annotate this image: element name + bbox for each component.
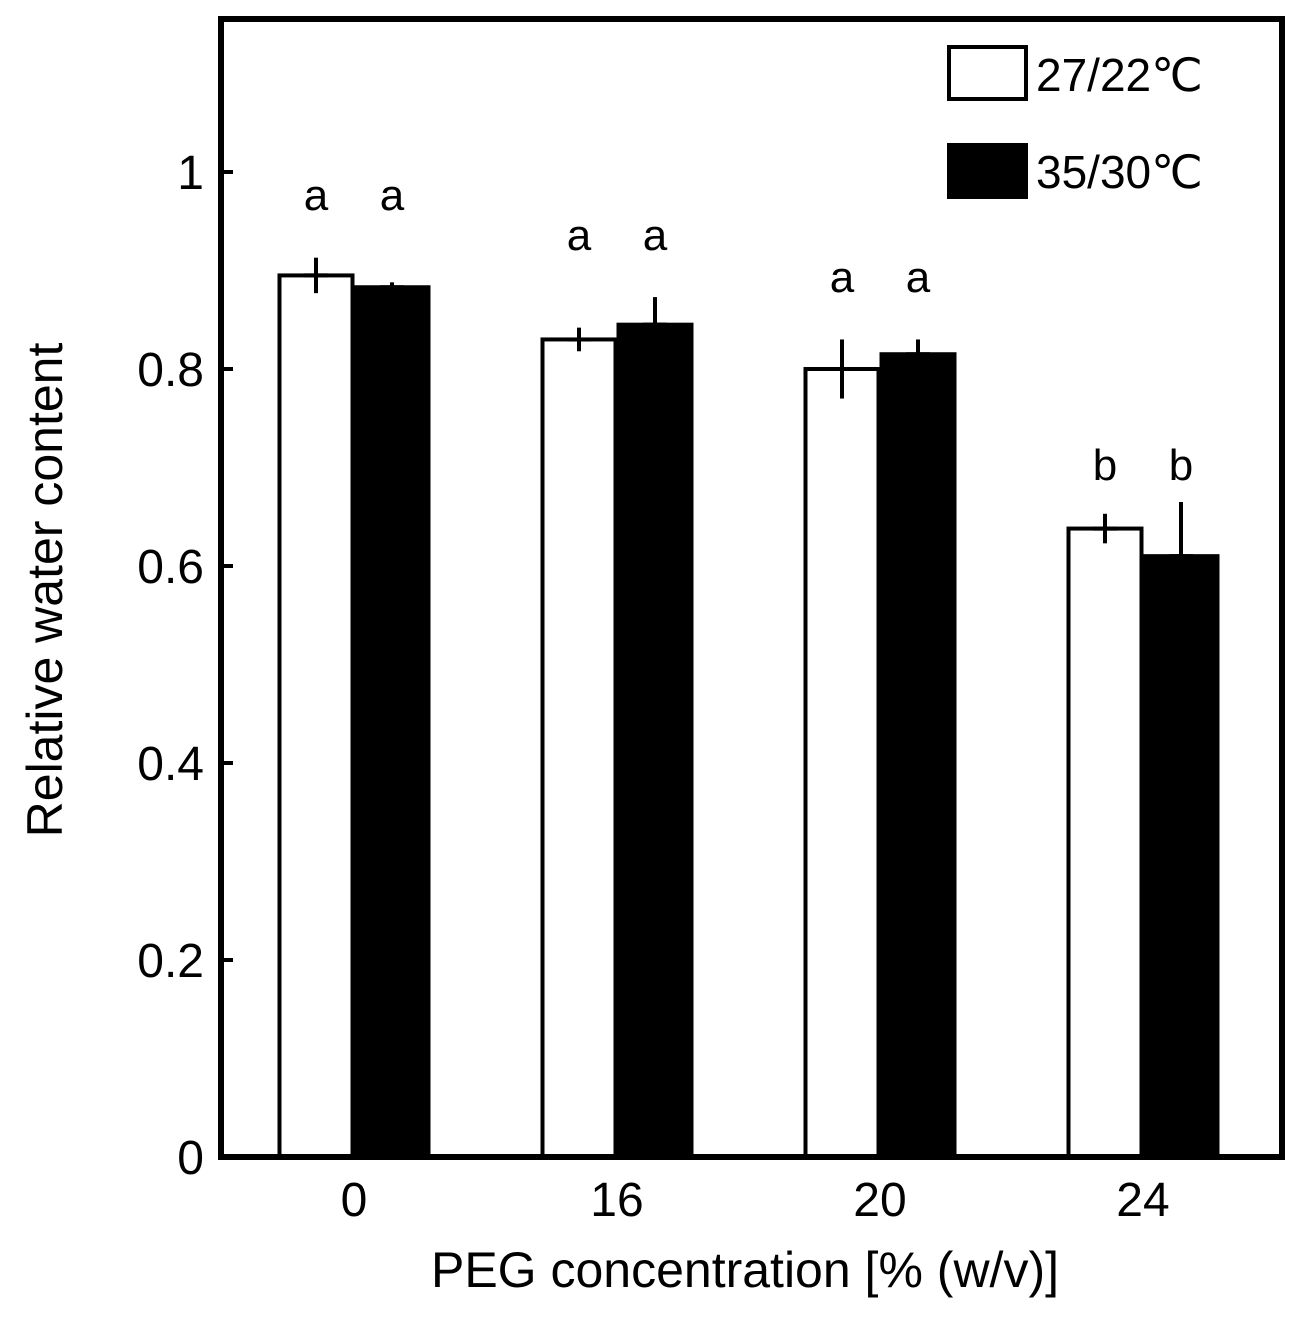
x-tick-label: 24 bbox=[1116, 1174, 1169, 1227]
bar bbox=[1142, 554, 1220, 1159]
y-axis-title: Relative water content bbox=[17, 343, 73, 838]
y-tick-label: 1 bbox=[177, 147, 204, 200]
y-tick-label: 0.8 bbox=[137, 344, 204, 397]
y-tick-label: 0.6 bbox=[137, 541, 204, 594]
y-tick-label: 0 bbox=[177, 1132, 204, 1185]
significance-letter: a bbox=[643, 211, 668, 260]
bar bbox=[353, 285, 431, 1159]
y-tick-label: 0.2 bbox=[137, 935, 204, 988]
significance-letters: a a a b a a a b bbox=[304, 171, 1193, 490]
bar bbox=[1066, 526, 1144, 1159]
bar bbox=[803, 367, 881, 1159]
bar bbox=[616, 322, 694, 1159]
bar bbox=[277, 273, 355, 1159]
legend-swatch-35-30 bbox=[947, 143, 1028, 199]
legend-label-35-30: 35/30℃ bbox=[1036, 146, 1203, 198]
y-axis: 0 0.2 0.4 0.6 0.8 1 bbox=[137, 147, 233, 1185]
significance-letter: a bbox=[830, 253, 855, 302]
legend-label-27-22: 27/22℃ bbox=[1036, 49, 1203, 101]
x-axis-title: PEG concentration [% (w/v)] bbox=[431, 1242, 1059, 1298]
bar bbox=[540, 337, 618, 1159]
significance-letter: a bbox=[380, 171, 405, 220]
significance-letter: a bbox=[304, 171, 329, 220]
y-tick-label: 0.4 bbox=[137, 738, 204, 791]
significance-letter: a bbox=[906, 253, 931, 302]
x-tick-label: 0 bbox=[341, 1174, 368, 1227]
significance-letter: a bbox=[567, 211, 592, 260]
x-tick-label: 16 bbox=[590, 1174, 643, 1227]
x-axis: 0 16 20 24 bbox=[341, 1145, 1170, 1227]
significance-letter: b bbox=[1093, 441, 1117, 490]
legend: 27/22℃ 35/30℃ bbox=[947, 45, 1203, 199]
significance-letter: b bbox=[1169, 441, 1193, 490]
plot-bars bbox=[277, 257, 1220, 1160]
legend-swatch-27-22 bbox=[947, 45, 1028, 101]
bar bbox=[879, 352, 957, 1160]
plot-frame bbox=[218, 16, 1285, 1160]
x-tick-label: 20 bbox=[853, 1174, 906, 1227]
